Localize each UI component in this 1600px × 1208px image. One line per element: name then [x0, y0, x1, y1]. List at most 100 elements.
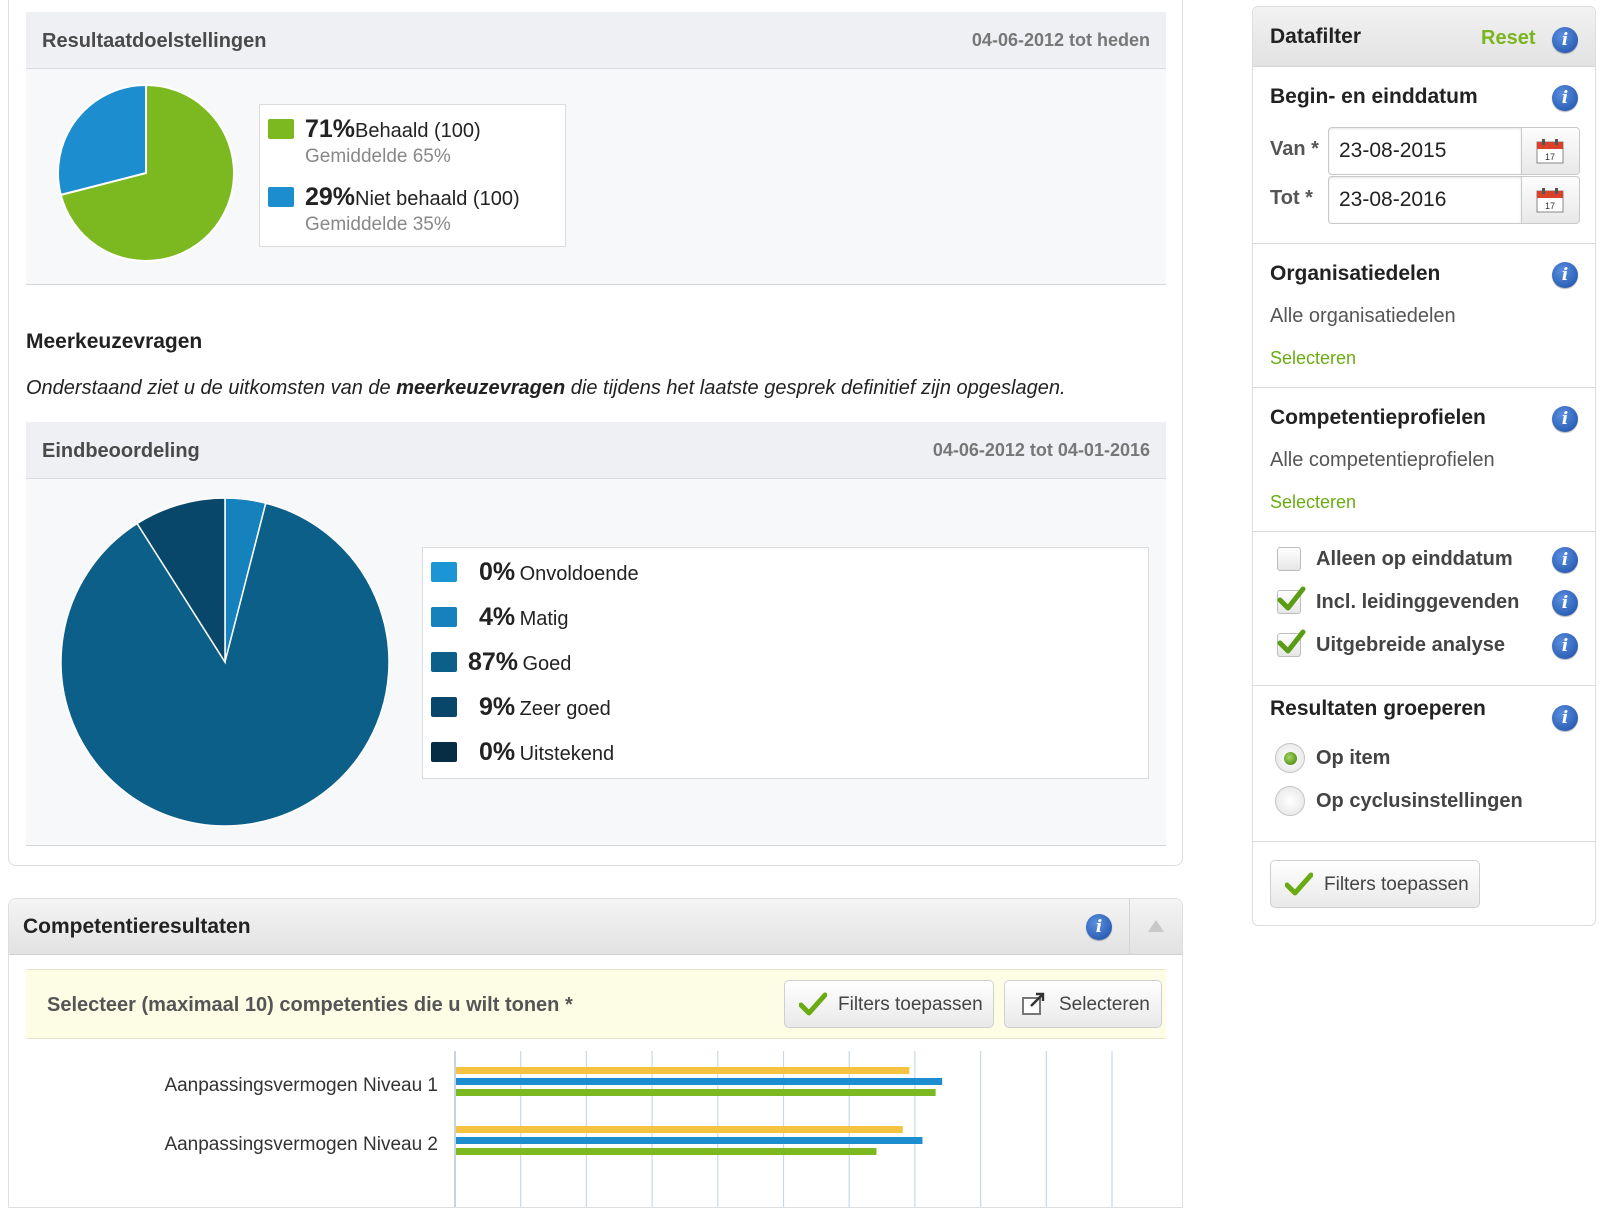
bar	[456, 1089, 936, 1096]
meerkeuze-title: Meerkeuzevragen	[26, 330, 203, 353]
pie-slice	[136, 497, 226, 665]
desc-text: die tijdens het laatste gesprek definiti…	[565, 377, 1066, 399]
legend-pct: 0%	[479, 558, 516, 586]
van-calendar-button[interactable]: 17	[1522, 127, 1580, 175]
profiel-select-link[interactable]: Selecteren	[1270, 492, 1357, 512]
resultaat-date-range: 04-06-2012 tot heden	[971, 30, 1150, 50]
select-instruction: Selecteer (maximaal 10) competenties die…	[47, 994, 573, 1016]
competentie-bar-chart: Aanpassingsvermogen Niveau 1 Aanpassingsv…	[164, 1051, 1113, 1207]
van-label: Van *	[1270, 138, 1319, 160]
info-icon[interactable]: i	[1552, 705, 1578, 731]
divider	[1253, 243, 1595, 244]
org-title: Organisatiedelen	[1270, 262, 1441, 285]
meerkeuze-description: Onderstaand ziet u de uitkomsten van de …	[26, 377, 1066, 400]
datafilter-title: Datafilter	[1270, 25, 1362, 48]
checkmark-icon	[1285, 872, 1313, 896]
legend-label: Uitstekend	[519, 743, 615, 765]
desc-text: Onderstaand ziet u de uitkomsten van de	[26, 377, 397, 399]
checkbox[interactable]	[1277, 547, 1301, 571]
pie-slice	[59, 83, 235, 262]
checkbox-label: Uitgebreide analyse	[1316, 634, 1505, 656]
van-date-input[interactable]	[1328, 127, 1522, 175]
desc-bold: meerkeuzevragen	[396, 377, 566, 399]
legend-swatch	[431, 652, 457, 672]
pie-slice	[60, 502, 390, 827]
competentie-panel: Competentieresultaten i Selecteer (maxim…	[8, 898, 1183, 1208]
eind-header: Eindbeoordeling 04-06-2012 tot 04-01-201…	[26, 422, 1166, 479]
legend-pct: 87%	[468, 648, 519, 676]
eind-pie-chart	[60, 497, 390, 827]
date-section-title: Begin- en einddatum	[1270, 85, 1478, 108]
resultaat-legend: 71%Behaald (100) Gemiddelde 65% 29%Niet …	[259, 104, 566, 247]
tot-calendar-button[interactable]: 17	[1522, 176, 1580, 224]
legend-item-behaald: 71%Behaald (100)	[305, 115, 481, 144]
legend-swatch-niet-behaald	[268, 187, 294, 207]
checkbox[interactable]	[1277, 629, 1306, 657]
legend-label: Niet behaald (100)	[355, 188, 520, 210]
eind-date-range: 04-06-2012 tot 04-01-2016	[932, 440, 1150, 460]
datafilter-apply-button[interactable]: Filters toepassen	[1270, 860, 1480, 908]
checkmark-icon	[1277, 586, 1306, 611]
calendar-icon: 17	[1536, 139, 1564, 164]
radio-button[interactable]	[1275, 786, 1305, 816]
external-window-icon	[1022, 992, 1045, 1015]
legend-item: 87% Goed	[468, 648, 571, 677]
legend-avg: Gemiddelde 65%	[305, 146, 451, 167]
button-label: Selecteren	[1059, 994, 1150, 1015]
bar	[456, 1078, 943, 1085]
checkbox[interactable]	[1277, 586, 1306, 614]
svg-text:17: 17	[1545, 201, 1555, 211]
competentie-select-bar: Selecteer (maximaal 10) competenties die…	[26, 969, 1166, 1039]
divider	[1253, 387, 1595, 388]
legend-item-niet-behaald: 29%Niet behaald (100)	[305, 183, 520, 212]
radio-label: Op cyclusinstellingen	[1316, 790, 1523, 812]
svg-text:17: 17	[1545, 152, 1555, 162]
legend-pct: 71%	[305, 115, 356, 143]
resultaat-header: Resultaatdoelstellingen 04-06-2012 tot h…	[26, 12, 1166, 69]
legend-swatch	[431, 562, 457, 582]
button-label: Filters toepassen	[1324, 874, 1469, 895]
category-label: Aanpassingsvermogen Niveau 2	[164, 1134, 438, 1155]
checkmark-icon	[799, 992, 827, 1016]
profiel-title: Competentieprofielen	[1270, 406, 1486, 429]
pie-slice	[57, 83, 147, 197]
competentie-header: Competentieresultaten i	[9, 899, 1182, 955]
info-icon[interactable]: i	[1552, 262, 1578, 288]
info-icon[interactable]: i	[1552, 590, 1578, 616]
bar	[456, 1148, 877, 1155]
org-select-link[interactable]: Selecteren	[1270, 348, 1357, 368]
select-competenties-button[interactable]: Selecteren	[1004, 980, 1162, 1028]
org-value: Alle organisatiedelen	[1270, 305, 1456, 327]
legend-pct: 0%	[479, 738, 516, 766]
info-icon[interactable]: i	[1552, 406, 1578, 432]
legend-pct: 9%	[479, 693, 516, 721]
competentie-title: Competentieresultaten	[23, 915, 251, 938]
filters-apply-button[interactable]: Filters toepassen	[784, 980, 994, 1028]
radio-button[interactable]	[1275, 743, 1305, 773]
info-icon[interactable]: i	[1552, 27, 1578, 53]
group-title: Resultaten groeperen	[1270, 697, 1486, 720]
tot-date-input[interactable]	[1328, 176, 1522, 224]
checkbox-label: Alleen op einddatum	[1316, 548, 1513, 570]
divider	[1253, 841, 1595, 842]
radio-label: Op item	[1316, 747, 1391, 769]
chevron-up-icon[interactable]	[1147, 919, 1165, 933]
bar	[456, 1137, 923, 1144]
resultaat-title: Resultaatdoelstellingen	[42, 30, 267, 52]
info-icon[interactable]: i	[1552, 633, 1578, 659]
datafilter-panel: Datafilter Reset i Begin- en einddatum i…	[1252, 6, 1596, 926]
legend-label: Goed	[522, 653, 572, 675]
info-icon[interactable]: i	[1086, 914, 1112, 940]
legend-label: Matig	[519, 608, 569, 630]
checkbox-label: Incl. leidinggevenden	[1316, 591, 1520, 613]
bar	[456, 1126, 903, 1133]
legend-avg: Gemiddelde 35%	[305, 214, 451, 235]
info-icon[interactable]: i	[1552, 85, 1578, 111]
reset-link[interactable]: Reset	[1481, 27, 1536, 49]
divider	[1253, 531, 1595, 532]
info-icon[interactable]: i	[1552, 547, 1578, 573]
eind-legend: 0% Onvoldoende 4% Matig 87% Goed 9% Zeer go…	[422, 547, 1149, 779]
legend-label: Onvoldoende	[519, 563, 639, 585]
eind-title: Eindbeoordeling	[42, 440, 200, 462]
bar	[456, 1067, 910, 1074]
